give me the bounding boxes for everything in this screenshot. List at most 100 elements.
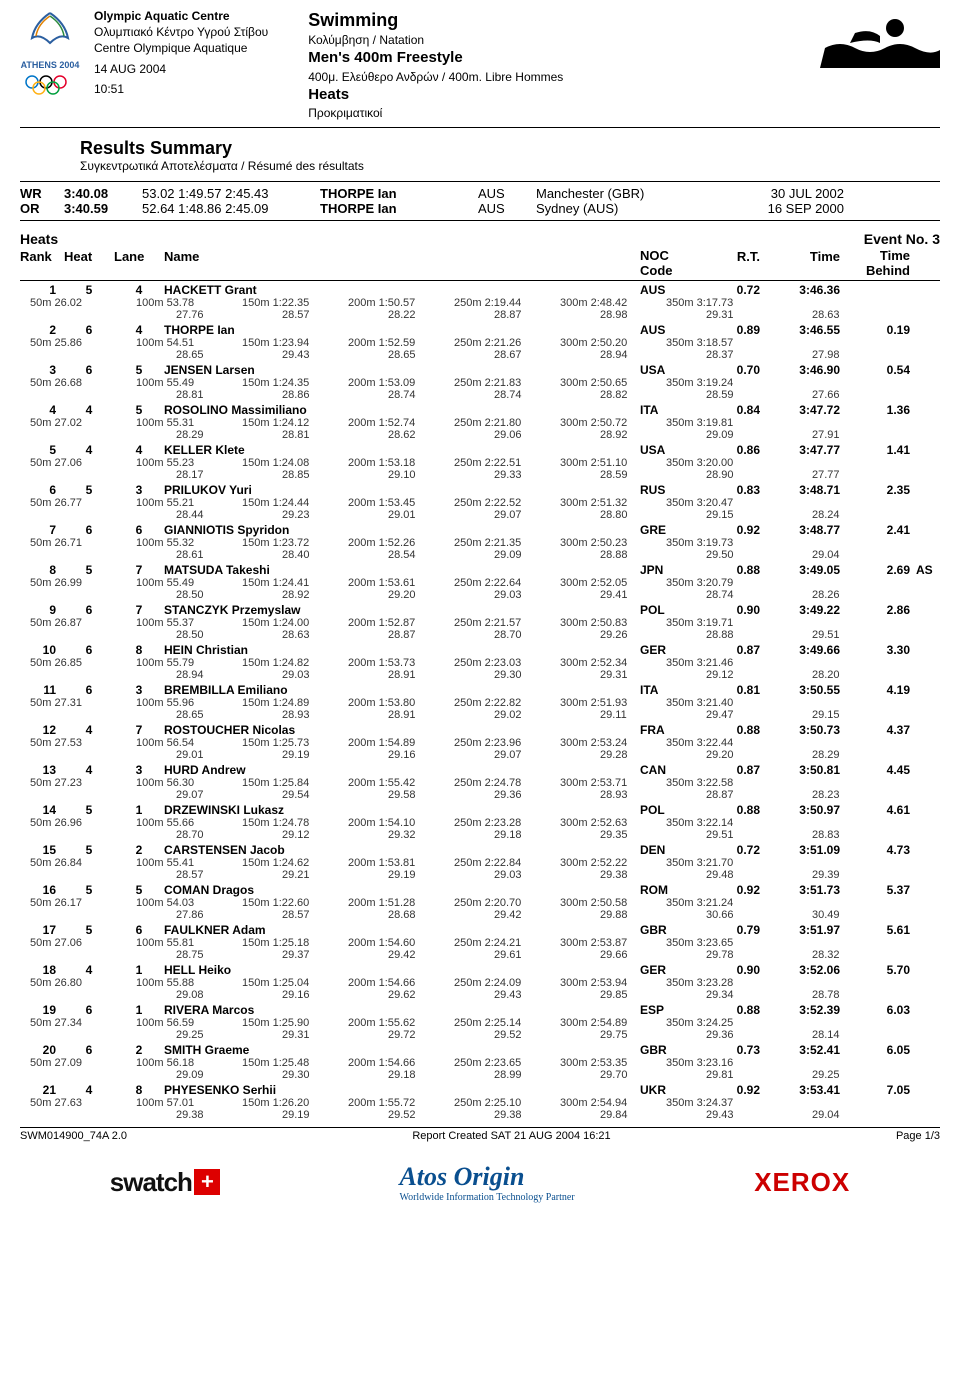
rank: 17 bbox=[20, 923, 64, 937]
athlete-name: HURD Andrew bbox=[164, 763, 640, 777]
cumulative-splits: 50m 27.02100m 55.31150m 1:24.12200m 1:52… bbox=[20, 417, 940, 429]
result-row: 445ROSOLINO MassimilianoITA0.843:47.721.… bbox=[20, 403, 940, 441]
footer-right: Page 1/3 bbox=[896, 1130, 940, 1142]
heat: 4 bbox=[64, 723, 114, 737]
venue-en: Olympic Aquatic Centre bbox=[94, 8, 268, 24]
time-behind: 5.37 bbox=[840, 883, 910, 897]
lap-splits: 28.1728.8529.1029.3328.5928.9027.77 bbox=[20, 469, 940, 481]
noc-code: GBR bbox=[640, 923, 700, 937]
athlete-name: PRILUKOV Yuri bbox=[164, 483, 640, 497]
heat: 6 bbox=[64, 1003, 114, 1017]
final-time: 3:50.55 bbox=[760, 683, 840, 697]
final-time: 3:51.97 bbox=[760, 923, 840, 937]
note bbox=[910, 363, 940, 377]
lap-splits: 27.7628.5728.2228.8728.9829.3128.63 bbox=[20, 309, 940, 321]
results-summary-heading: Results Summary Συγκεντρωτικά Αποτελέσμα… bbox=[80, 138, 940, 173]
rank: 9 bbox=[20, 603, 64, 617]
cumulative-splits: 50m 26.99100m 55.49150m 1:24.41200m 1:53… bbox=[20, 577, 940, 589]
lane: 2 bbox=[114, 1043, 164, 1057]
discipline-sub: Κολύμβηση / Natation bbox=[308, 32, 563, 48]
rank: 14 bbox=[20, 803, 64, 817]
logo-label: ATHENS 2004 bbox=[21, 60, 80, 70]
time-behind: 4.61 bbox=[840, 803, 910, 817]
lap-splits: 28.6529.4328.6528.6728.9428.3727.98 bbox=[20, 349, 940, 361]
cumulative-splits: 50m 27.53100m 56.54150m 1:25.73200m 1:54… bbox=[20, 737, 940, 749]
cumulative-splits: 50m 26.17100m 54.03150m 1:22.60200m 1:51… bbox=[20, 897, 940, 909]
heat: 5 bbox=[64, 483, 114, 497]
rank: 2 bbox=[20, 323, 64, 337]
heat: 5 bbox=[64, 283, 114, 297]
lap-splits: 28.9429.0328.9129.3029.3129.1228.20 bbox=[20, 669, 940, 681]
time-behind: 6.03 bbox=[840, 1003, 910, 1017]
heat: 6 bbox=[64, 1043, 114, 1057]
cumulative-splits: 50m 27.09100m 56.18150m 1:25.48200m 1:54… bbox=[20, 1057, 940, 1069]
final-time: 3:49.05 bbox=[760, 563, 840, 577]
lap-splits: 29.0129.1929.1629.0729.2829.2028.29 bbox=[20, 749, 940, 761]
lane: 1 bbox=[114, 803, 164, 817]
note bbox=[910, 963, 940, 977]
time-behind: 4.19 bbox=[840, 683, 910, 697]
result-row: 154HACKETT GrantAUS0.723:46.3650m 26.021… bbox=[20, 283, 940, 321]
final-time: 3:48.71 bbox=[760, 483, 840, 497]
result-row: 1655COMAN DragosROM0.923:51.735.3750m 26… bbox=[20, 883, 940, 921]
cumulative-splits: 50m 27.31100m 55.96150m 1:24.89200m 1:53… bbox=[20, 697, 940, 709]
cumulative-splits: 50m 26.96100m 55.66150m 1:24.78200m 1:54… bbox=[20, 817, 940, 829]
note bbox=[910, 1083, 940, 1097]
swatch-logo: swatch+ bbox=[110, 1167, 220, 1198]
lane: 1 bbox=[114, 1003, 164, 1017]
swatch-plus-icon: + bbox=[194, 1169, 220, 1195]
record-noc: AUS bbox=[478, 186, 528, 201]
result-row: 1961RIVERA MarcosESP0.883:52.396.0350m 2… bbox=[20, 1003, 940, 1041]
heat: 4 bbox=[64, 963, 114, 977]
final-time: 3:49.22 bbox=[760, 603, 840, 617]
venue-block: Olympic Aquatic Centre Ολυμπιακό Κέντρο … bbox=[94, 8, 268, 121]
reaction-time: 0.92 bbox=[700, 883, 760, 897]
record-splits: 52.64 1:48.86 2:45.09 bbox=[142, 201, 312, 216]
final-time: 3:52.06 bbox=[760, 963, 840, 977]
venue-el: Ολυμπιακό Κέντρο Υγρού Στίβου bbox=[94, 24, 268, 40]
note bbox=[910, 803, 940, 817]
time-behind: 0.19 bbox=[840, 323, 910, 337]
heat: 6 bbox=[64, 683, 114, 697]
cumulative-splits: 50m 27.23100m 56.30150m 1:25.84200m 1:55… bbox=[20, 777, 940, 789]
result-row: 2062SMITH GraemeGBR0.733:52.416.0550m 27… bbox=[20, 1043, 940, 1081]
lap-splits: 27.8628.5728.6829.4229.8830.6630.49 bbox=[20, 909, 940, 921]
time-behind: 5.70 bbox=[840, 963, 910, 977]
time-behind: 6.05 bbox=[840, 1043, 910, 1057]
note bbox=[910, 283, 940, 297]
rank: 21 bbox=[20, 1083, 64, 1097]
time-behind: 7.05 bbox=[840, 1083, 910, 1097]
time-behind: 1.36 bbox=[840, 403, 910, 417]
rank: 19 bbox=[20, 1003, 64, 1017]
noc-code: POL bbox=[640, 603, 700, 617]
note bbox=[910, 323, 940, 337]
noc-code: USA bbox=[640, 363, 700, 377]
lap-splits: 29.0729.5429.5829.3628.9328.8728.23 bbox=[20, 789, 940, 801]
note bbox=[910, 1003, 940, 1017]
noc-code: RUS bbox=[640, 483, 700, 497]
lane: 5 bbox=[114, 363, 164, 377]
olive-wreath-icon bbox=[20, 8, 80, 58]
cumulative-splits: 50m 26.85100m 55.79150m 1:24.82200m 1:53… bbox=[20, 657, 940, 669]
footer-center: Report Created SAT 21 AUG 2004 16:21 bbox=[412, 1130, 610, 1142]
lane: 4 bbox=[114, 323, 164, 337]
lane: 1 bbox=[114, 963, 164, 977]
time-behind: 2.69 bbox=[840, 563, 910, 577]
athlete-name: RIVERA Marcos bbox=[164, 1003, 640, 1017]
footer-left: SWM014900_74A 2.0 bbox=[20, 1130, 127, 1142]
lane: 8 bbox=[114, 643, 164, 657]
note bbox=[910, 443, 940, 457]
lane: 7 bbox=[114, 603, 164, 617]
reaction-time: 0.92 bbox=[700, 523, 760, 537]
lane: 7 bbox=[114, 563, 164, 577]
lap-splits: 28.8128.8628.7428.7428.8228.5927.66 bbox=[20, 389, 940, 401]
athlete-name: HACKETT Grant bbox=[164, 283, 640, 297]
atos-text: Atos Origin bbox=[399, 1162, 524, 1191]
final-time: 3:50.73 bbox=[760, 723, 840, 737]
reaction-time: 0.87 bbox=[700, 763, 760, 777]
time-behind: 2.41 bbox=[840, 523, 910, 537]
athlete-name: CARSTENSEN Jacob bbox=[164, 843, 640, 857]
discipline: Swimming bbox=[308, 8, 563, 32]
rank: 4 bbox=[20, 403, 64, 417]
reaction-time: 0.72 bbox=[700, 283, 760, 297]
